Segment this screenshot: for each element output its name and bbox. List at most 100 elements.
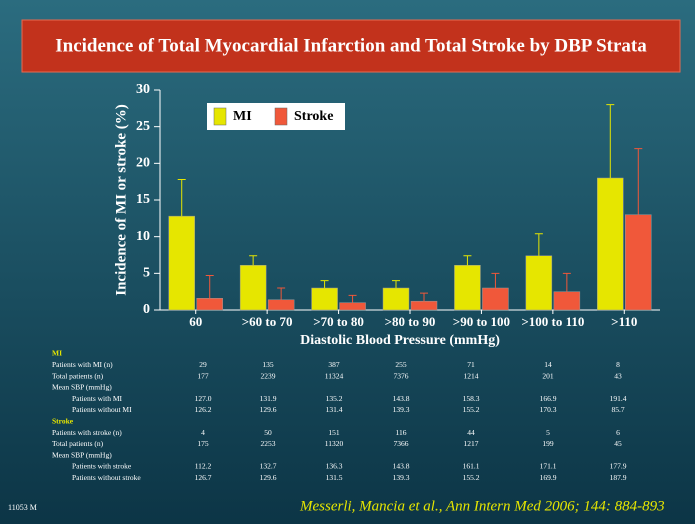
- table-cell: 132.7: [260, 462, 277, 471]
- table-cell: 131.4: [326, 405, 343, 414]
- table-row-label: Patients without stroke: [72, 473, 141, 482]
- table-cell: 45: [614, 439, 622, 448]
- error-bar: [320, 280, 329, 288]
- table-cell: 151: [328, 428, 340, 437]
- bar: [239, 265, 267, 311]
- error-bar: [249, 255, 258, 266]
- error-bar: [348, 294, 357, 303]
- x-tick-label: >70 to 80: [313, 314, 364, 329]
- table-cell: 387: [328, 360, 340, 369]
- table-cell: 85.7: [611, 405, 624, 414]
- table-cell: 255: [395, 360, 407, 369]
- y-tick-label: 5: [143, 266, 150, 281]
- table-cell: 44: [467, 428, 475, 437]
- table-cell: 177: [197, 371, 209, 380]
- table-cell: 201: [542, 371, 554, 380]
- table-cell: 126.2: [195, 405, 212, 414]
- table-cell: 139.3: [393, 473, 410, 482]
- error-bar: [562, 272, 571, 292]
- table-cell: 170.3: [540, 405, 557, 414]
- bar: [267, 299, 295, 311]
- table-row-label: Patients with stroke (n): [52, 428, 122, 437]
- table-cell: 136.3: [326, 462, 343, 471]
- table-cell: 139.3: [393, 405, 410, 414]
- table-cell: 116: [396, 428, 407, 437]
- table-cell: 71: [467, 360, 475, 369]
- table-subheader: Mean SBP (mmHg): [52, 383, 112, 392]
- table-cell: 171.1: [540, 462, 557, 471]
- table-cell: 1217: [464, 439, 479, 448]
- table-cell: 143.8: [393, 394, 410, 403]
- table-cell: 2253: [261, 439, 276, 448]
- table-cell: 129.6: [260, 473, 277, 482]
- table-row-label: Patients with MI (n): [52, 360, 113, 369]
- y-tick-label: 0: [143, 302, 150, 317]
- error-bar: [205, 275, 214, 299]
- table-row-label: Patients without MI: [72, 405, 132, 414]
- table-row-label: Total patients (n): [52, 371, 104, 380]
- bar: [482, 287, 509, 311]
- y-axis-label: Incidence of MI or stroke (%): [113, 104, 129, 296]
- y-tick-label: 20: [136, 156, 150, 171]
- error-bar: [491, 272, 500, 288]
- table-cell: 7376: [394, 371, 409, 380]
- error-bar: [606, 104, 615, 178]
- x-tick-label: >110: [611, 314, 637, 329]
- table-cell: 155.2: [463, 473, 480, 482]
- table-cell: 50: [264, 428, 272, 437]
- table-cell: 199: [542, 439, 554, 448]
- table-subheader: Mean SBP (mmHg): [52, 450, 112, 459]
- bar: [454, 265, 481, 311]
- table-cell: 129.6: [260, 405, 277, 414]
- table-section-title: Stroke: [52, 417, 74, 426]
- x-tick-label: >100 to 110: [521, 314, 584, 329]
- table-cell: 169.9: [540, 473, 557, 482]
- table-cell: 177.9: [610, 462, 627, 471]
- bar: [410, 300, 438, 311]
- table-cell: 191.4: [610, 394, 627, 403]
- bar: [196, 298, 223, 311]
- x-tick-label: 60: [189, 314, 202, 329]
- table-cell: 166.9: [540, 394, 557, 403]
- table-cell: 127.0: [195, 394, 212, 403]
- citation: Messerli, Mancia et al., Ann Intern Med …: [299, 498, 665, 514]
- table-cell: 43: [614, 371, 622, 380]
- legend-swatch: [213, 107, 227, 126]
- error-bar: [392, 280, 400, 288]
- table-cell: 4: [201, 428, 205, 437]
- table-cell: 5: [546, 428, 550, 437]
- table-cell: 187.9: [610, 473, 627, 482]
- legend-swatch: [274, 107, 288, 126]
- table-cell: 126.7: [195, 473, 212, 482]
- table-cell: 11324: [325, 371, 344, 380]
- table-cell: 1214: [464, 371, 479, 380]
- table-section-title: MI: [52, 349, 62, 358]
- table-cell: 155.2: [463, 405, 480, 414]
- table-cell: 175: [197, 439, 209, 448]
- y-tick-label: 30: [136, 82, 150, 97]
- error-bar: [277, 287, 286, 300]
- y-tick-label: 10: [136, 229, 150, 244]
- table-cell: 2239: [261, 371, 276, 380]
- bar: [339, 302, 366, 311]
- error-bar: [177, 178, 186, 217]
- table-cell: 131.9: [260, 394, 277, 403]
- bar: [597, 177, 624, 311]
- error-bar: [420, 292, 428, 302]
- table-cell: 29: [199, 360, 207, 369]
- table-cell: 131.5: [326, 473, 343, 482]
- table-row-label: Total patients (n): [52, 439, 104, 448]
- table-cell: 143.8: [393, 462, 410, 471]
- x-tick-label: >60 to 70: [242, 314, 293, 329]
- table-cell: 158.3: [463, 394, 480, 403]
- table-cell: 14: [544, 360, 552, 369]
- x-axis-label: Diastolic Blood Pressure (mmHg): [300, 333, 500, 348]
- error-bar: [634, 148, 643, 215]
- table-cell: 7366: [394, 439, 409, 448]
- x-tick-label: >90 to 100: [453, 314, 510, 329]
- error-bar: [463, 255, 472, 266]
- title-banner: [21, 19, 681, 73]
